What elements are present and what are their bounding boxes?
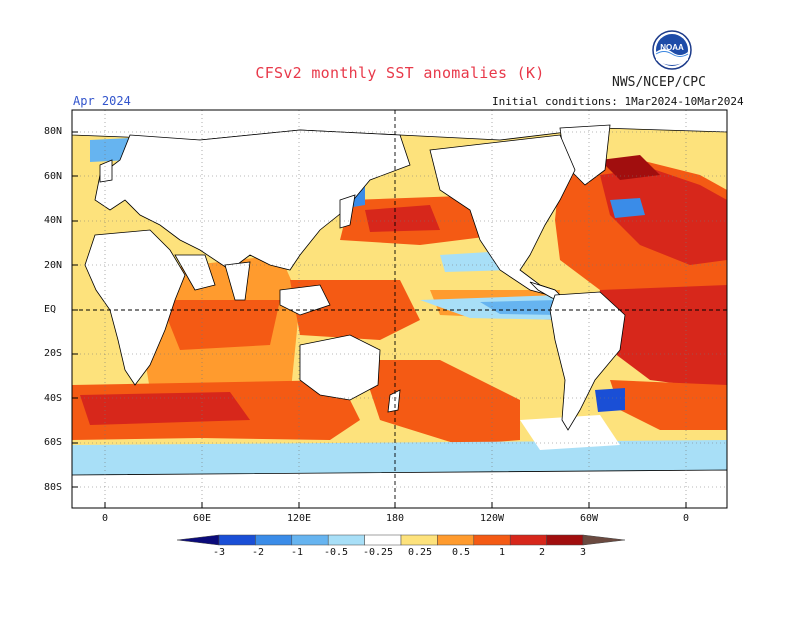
lat-label: 40S — [44, 393, 63, 404]
lat-label: 60N — [44, 171, 63, 182]
colorbar-swatch — [327, 534, 365, 546]
lon-label: 60E — [192, 513, 212, 524]
lat-label: 20S — [44, 348, 63, 359]
colorbar-swatch — [437, 534, 475, 546]
colorbar-swatch — [218, 534, 256, 546]
agency-label: NWS/NCEP/CPC — [612, 75, 706, 90]
lon-label: 180 — [385, 513, 405, 524]
lat-label: EQ — [44, 304, 57, 315]
lon-label: 60W — [579, 513, 599, 524]
lon-label: 120W — [479, 513, 505, 524]
colorbar-label: -0.25 — [362, 547, 394, 558]
lat-label: 40N — [44, 215, 63, 226]
map-frame — [71, 109, 728, 509]
colorbar-max-arrow — [582, 534, 626, 546]
map-title: CFSv2 monthly SST anomalies (K) — [255, 64, 545, 82]
colorbar-label: 0.5 — [451, 547, 471, 558]
colorbar-label: 0.25 — [407, 547, 433, 558]
noaa-logo: NOAA — [652, 30, 692, 70]
lat-label: 80N — [44, 126, 63, 137]
land-masses — [72, 110, 727, 508]
valid-month: Apr 2024 — [73, 94, 131, 108]
lon-label: 120E — [286, 513, 312, 524]
initial-conditions: Initial conditions: 1Mar2024-10Mar2024 — [492, 95, 744, 108]
colorbar-swatch — [400, 534, 438, 546]
lon-label: 0 — [101, 513, 109, 524]
colorbar-label: 1 — [498, 547, 506, 558]
lat-label: 80S — [44, 482, 63, 493]
colorbar-swatch — [364, 534, 402, 546]
colorbar-label: 2 — [538, 547, 546, 558]
colorbar-swatch — [473, 534, 511, 546]
colorbar-label: -0.5 — [323, 547, 349, 558]
axis-ticks — [72, 131, 687, 508]
colorbar-label: 3 — [579, 547, 587, 558]
colorbar-swatch — [546, 534, 584, 546]
colorbar-label: -1 — [290, 547, 304, 558]
colorbar-swatch — [291, 534, 329, 546]
lon-label: 0 — [682, 513, 690, 524]
colorbar — [176, 534, 626, 546]
colorbar-label: -2 — [251, 547, 265, 558]
colorbar-swatch — [255, 534, 293, 546]
colorbar-label: -3 — [212, 547, 226, 558]
noaa-logo-text: NOAA — [660, 43, 684, 52]
lat-label: 20N — [44, 260, 63, 271]
lat-label: 60S — [44, 437, 63, 448]
colorbar-min-arrow — [176, 534, 220, 546]
colorbar-swatch — [509, 534, 547, 546]
